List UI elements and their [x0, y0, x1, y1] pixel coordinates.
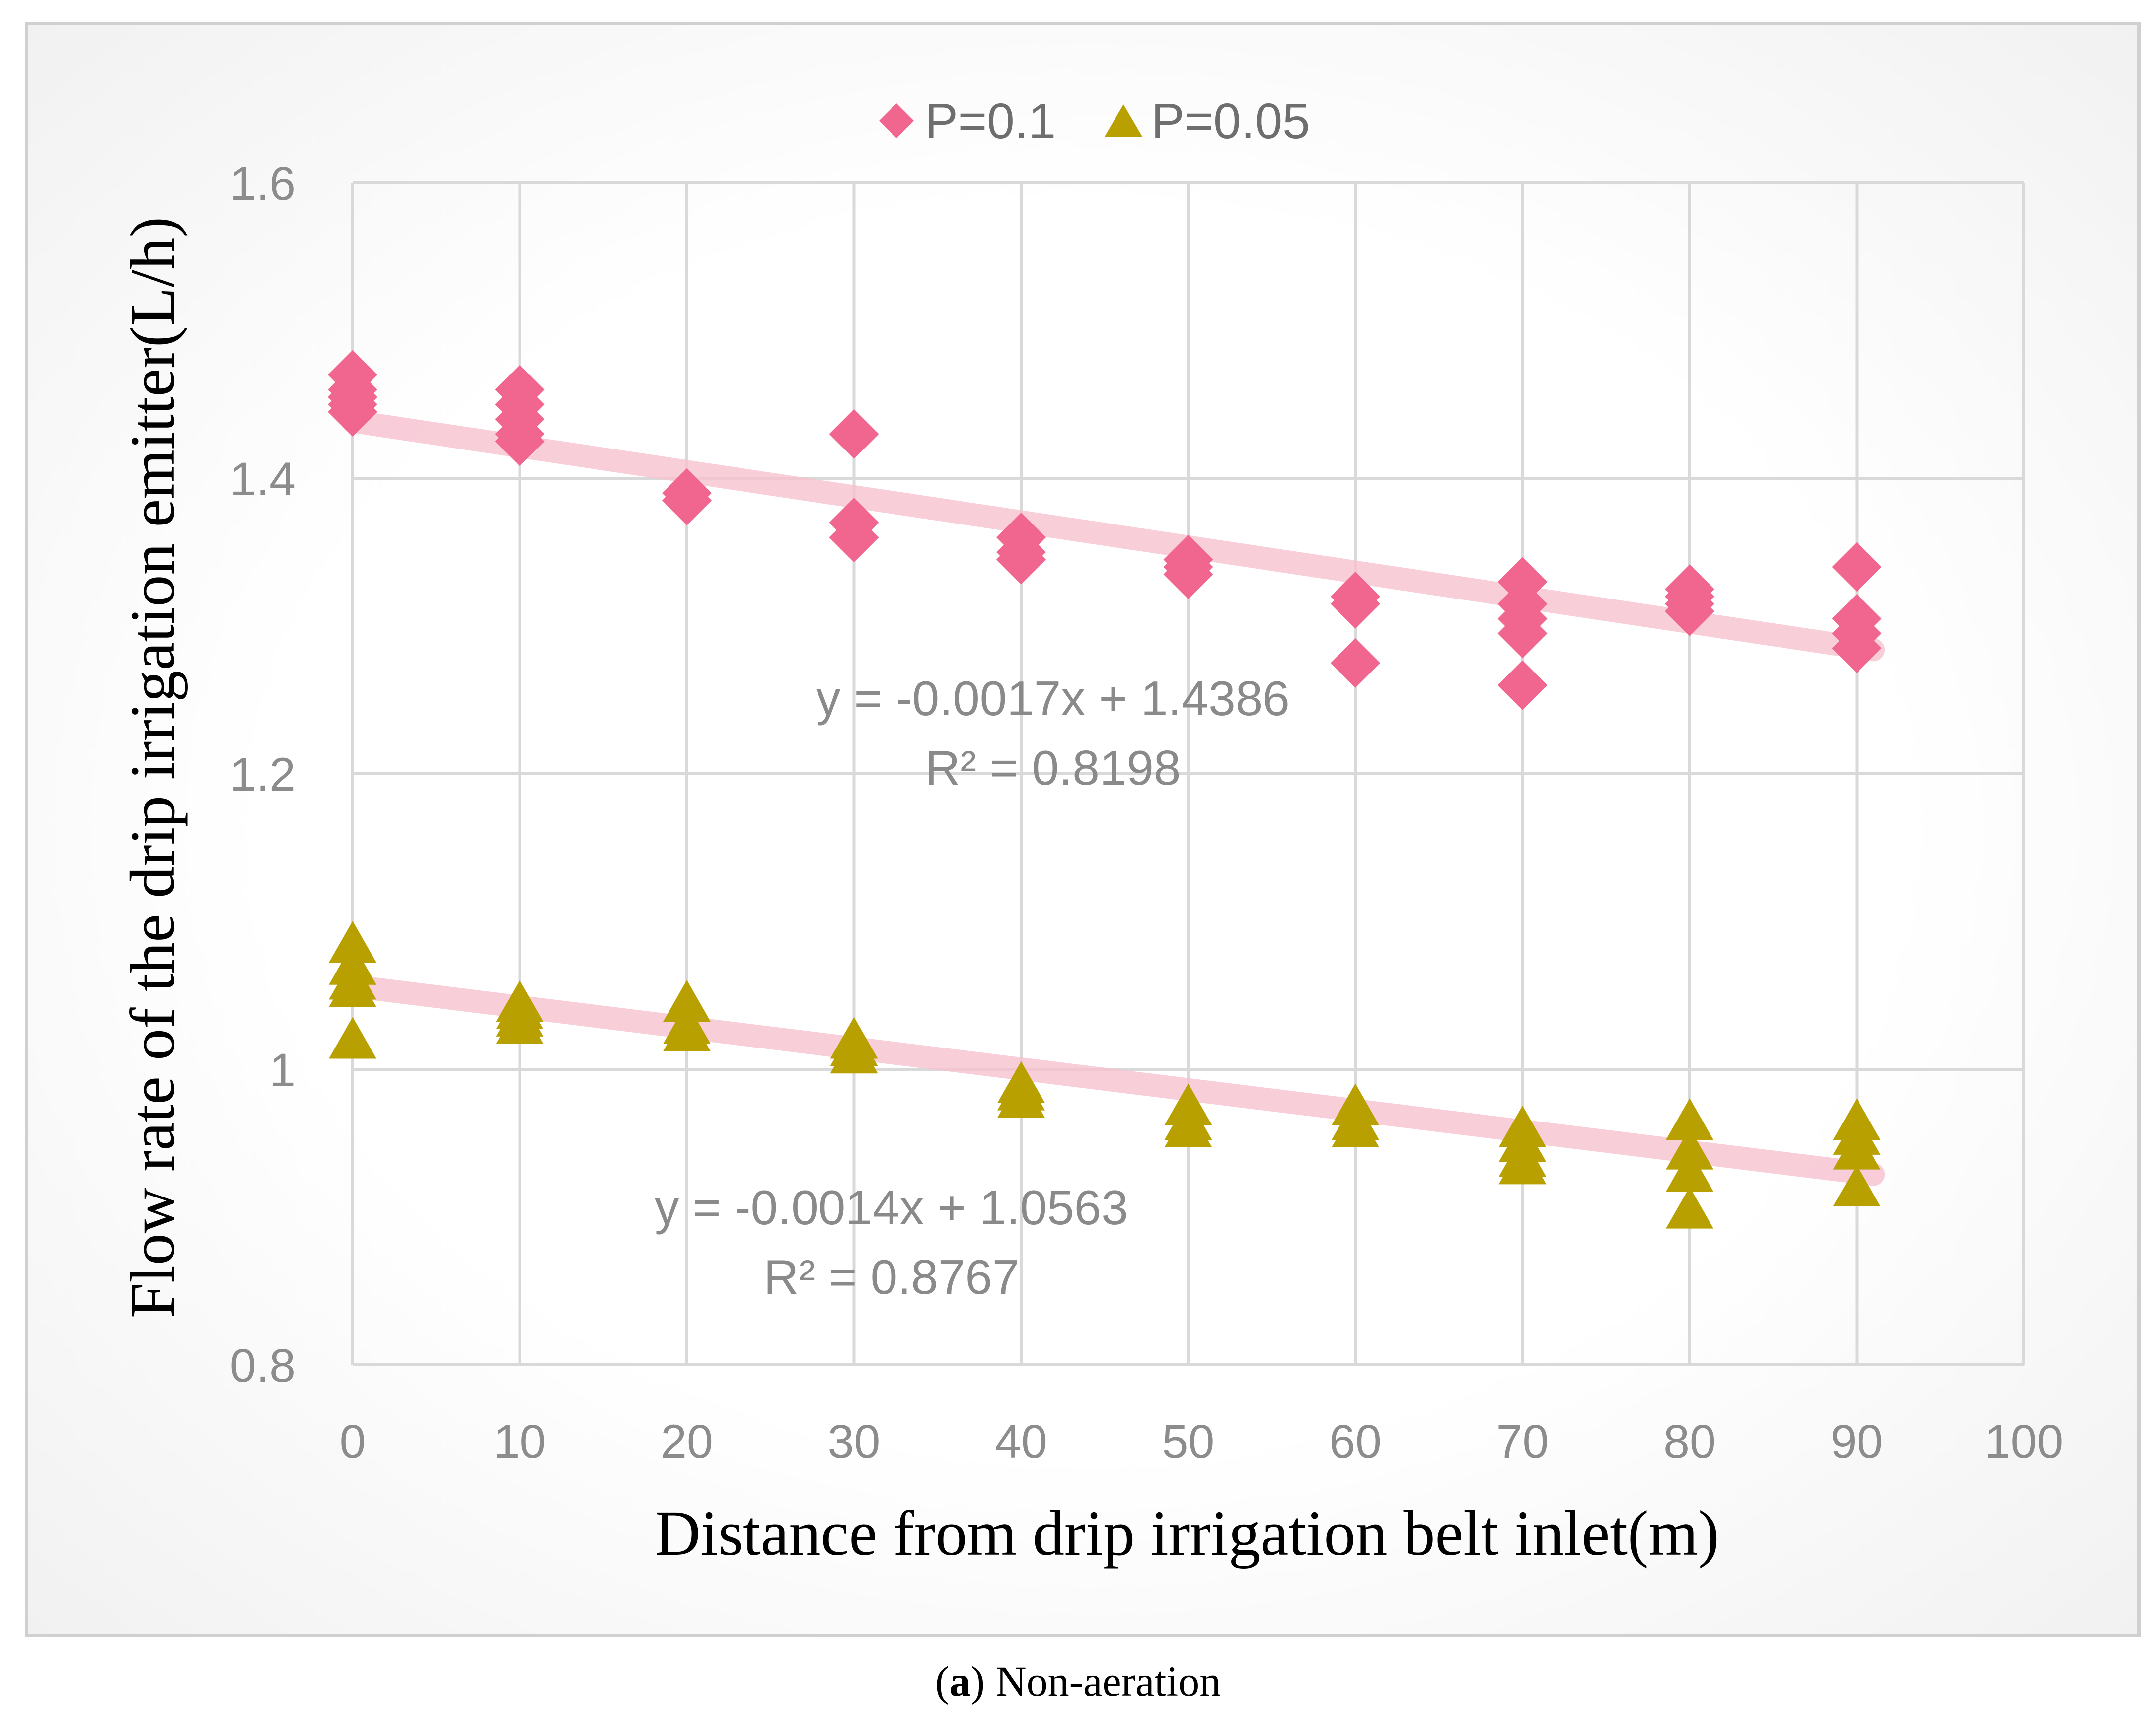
x-tick-label-20: 20	[661, 1416, 713, 1468]
point-series-0-27	[1497, 608, 1548, 659]
point-series-1-20	[1164, 1106, 1212, 1147]
x-tick-label-70: 70	[1496, 1416, 1549, 1468]
y-tick-label-1_6: 1.6	[230, 157, 296, 210]
data-points	[328, 350, 1882, 1229]
x-tick-label-60: 60	[1329, 1416, 1382, 1468]
x-tick-label-30: 30	[828, 1416, 881, 1468]
x-tick-label-90: 90	[1831, 1416, 1883, 1468]
trendlines	[341, 410, 1885, 1186]
y-axis-title: Flow rate of the drip irrigation emitter…	[117, 217, 188, 1318]
point-series-0-12	[829, 409, 879, 459]
y-tick-label-1_4: 1.4	[230, 453, 296, 506]
y-tick-label-1_2: 1.2	[230, 748, 296, 801]
legend-label-p01: P=0.1	[925, 93, 1056, 149]
legend-marker-p005	[1105, 104, 1142, 137]
equation-p01: y = -0.0017x + 1.4386	[816, 671, 1290, 726]
point-series-1-8	[496, 1002, 544, 1044]
point-series-0-32	[1665, 586, 1714, 636]
point-series-0-23	[1331, 638, 1380, 688]
point-series-1-34	[1833, 1127, 1881, 1170]
point-series-0-20	[1163, 549, 1213, 599]
trendline-series-1	[341, 974, 1885, 1186]
x-tick-label-80: 80	[1663, 1416, 1716, 1468]
point-series-1-29	[1666, 1127, 1713, 1170]
trendline-series-0	[341, 410, 1885, 662]
point-series-0-17	[996, 534, 1046, 585]
point-series-1-31	[1666, 1187, 1713, 1229]
point-series-1-9	[663, 980, 711, 1022]
point-series-1-0	[329, 921, 376, 963]
point-series-0-36	[1832, 623, 1882, 673]
point-series-0-28	[1497, 660, 1548, 710]
r2-p005: R² = 0.8767	[764, 1250, 1020, 1304]
point-series-0-33	[1832, 542, 1882, 592]
equation-p005: y = -0.0014x + 1.0563	[655, 1180, 1128, 1235]
y-tick-label-0_8: 0.8	[230, 1340, 296, 1392]
point-series-0-22	[1331, 579, 1380, 629]
point-series-1-14	[830, 1032, 878, 1074]
caption-text: Non-aeration	[995, 1657, 1221, 1705]
r2-p01: R² = 0.8198	[925, 741, 1181, 795]
point-series-1-35	[1833, 1165, 1881, 1206]
y-tick-label-1: 1	[269, 1044, 296, 1097]
chart-frame	[25, 22, 2141, 1637]
point-series-1-11	[663, 1009, 711, 1051]
point-series-0-9	[495, 416, 545, 466]
x-tick-label-50: 50	[1162, 1416, 1215, 1468]
figure-caption: (a) Non-aeration	[935, 1657, 1221, 1705]
point-series-1-23	[1332, 1106, 1379, 1147]
tick-labels: 0 10 20 30 40 50 60 70 80 90 100 0.8 1 1.2 1.4 1.6	[230, 157, 2063, 1468]
legend: P=0.1 P=0.05	[879, 93, 1310, 149]
x-axis-title: Distance from drip irrigation belt inlet…	[655, 1498, 1719, 1569]
x-tick-label-10: 10	[494, 1416, 546, 1468]
x-tick-label-40: 40	[995, 1416, 1047, 1468]
point-series-1-27	[1498, 1142, 1547, 1185]
x-tick-label-100: 100	[1985, 1416, 2064, 1468]
point-series-0-14	[829, 513, 879, 562]
point-series-1-3	[329, 965, 376, 1007]
point-series-1-30	[1666, 1150, 1713, 1192]
point-series-0-4	[328, 387, 377, 437]
trendline-equations: y = -0.0017x + 1.4386 R² = 0.8198 y = -0…	[655, 671, 1290, 1304]
point-series-0-11	[662, 475, 712, 525]
point-series-1-17	[997, 1076, 1045, 1118]
point-series-1-4	[329, 1017, 376, 1059]
legend-label-p005: P=0.05	[1151, 93, 1310, 149]
legend-marker-p01	[879, 103, 914, 138]
caption-label: a	[949, 1657, 971, 1705]
x-tick-label-0: 0	[340, 1416, 366, 1468]
gridlines	[351, 181, 2025, 1366]
point-series-1-28	[1666, 1098, 1713, 1140]
